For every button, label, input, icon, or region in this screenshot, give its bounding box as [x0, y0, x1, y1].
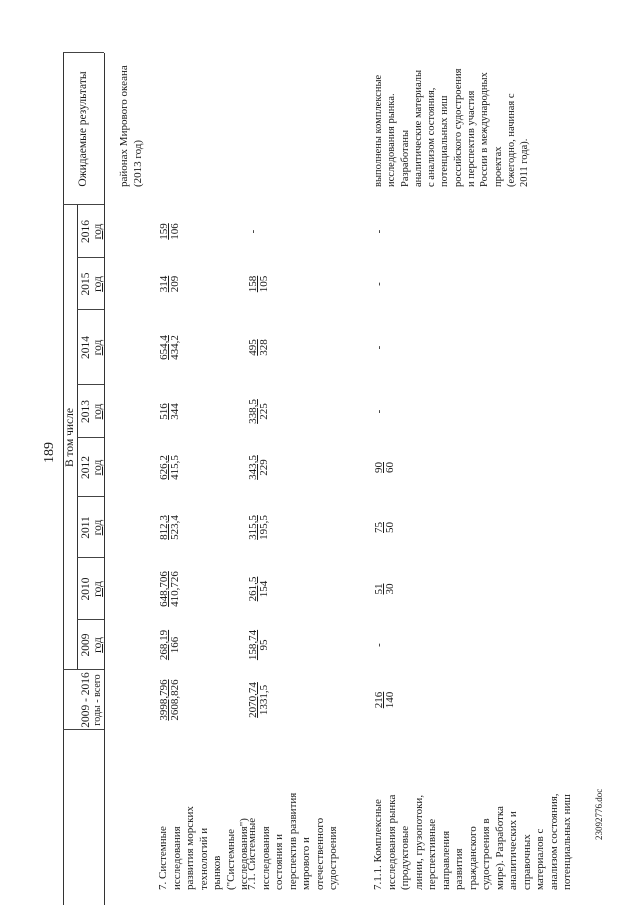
header-year-2011: 2011 год	[80, 497, 104, 558]
row-year-value: -	[373, 385, 385, 438]
footer-filename: 23092776.doc	[594, 788, 604, 840]
row-year-value: 343,5 229	[247, 438, 270, 497]
row-result: выполнены комплексные исследования рынка…	[373, 68, 531, 187]
year-value: -	[373, 643, 385, 647]
header-year: 2015	[80, 272, 92, 296]
header-total-label: годы - всего	[92, 674, 103, 726]
total-federal: 2608,826	[169, 679, 181, 721]
year-federal: 195,5	[258, 515, 270, 540]
row-name: 7.1.1. Комплексные исследования рынка (п…	[372, 793, 573, 890]
row-year-value: 158,74 95	[247, 620, 270, 670]
year-value: -	[373, 409, 385, 414]
header-year-2013: 2013 год	[80, 385, 104, 438]
year-value: -	[373, 345, 385, 350]
year-federal: 415,5	[169, 455, 181, 480]
row-year-value: -	[373, 205, 385, 258]
year-federal: 328	[258, 339, 270, 356]
row-year-value: 314 209	[158, 258, 181, 310]
row-year-value: 268,19 166	[158, 620, 181, 670]
header-year: 2014	[80, 336, 92, 359]
year-federal: 209	[169, 275, 181, 293]
row-name: 7.1. Системные исследования состояния и …	[246, 792, 339, 890]
header-year: 2012	[80, 456, 92, 479]
row-year-value: 516 344	[158, 385, 181, 438]
row-total: 2070,74 1331,5	[247, 670, 270, 730]
row-name: 7. Системные исследования развития морск…	[157, 806, 250, 890]
header-total: 2009 - 2016 годы - всего	[80, 670, 104, 730]
header-year-unit: год	[92, 581, 104, 597]
header-year-unit: год	[92, 339, 104, 356]
row-year-value: 648,706 410,726	[158, 558, 181, 620]
header-bottom-border	[104, 53, 105, 905]
row-year-value: 90 60	[373, 438, 396, 497]
year-federal: 410,726	[169, 571, 181, 607]
header-year-2009: 2009 год	[80, 620, 104, 670]
header-year-unit: год	[92, 519, 104, 536]
header-year-2010: 2010 год	[80, 558, 104, 620]
header-year-2015: 2015 год	[80, 258, 104, 310]
row-year-value: 654,4 434,2	[158, 310, 181, 385]
year-federal: 344	[169, 403, 181, 420]
year-federal: 106	[169, 223, 181, 240]
total-federal: 140	[384, 691, 396, 709]
header-year: 2011	[80, 516, 92, 539]
row-year-value: 159 106	[158, 205, 181, 258]
year-federal: 166	[169, 636, 181, 654]
row-total: 3998,796 2608,826	[158, 670, 181, 730]
row-year-value: 315,5 195,5	[247, 497, 270, 558]
header-year: 2010	[80, 577, 92, 601]
row-year-value: 75 50	[373, 497, 396, 558]
year-federal: 434,2	[169, 335, 181, 360]
year-federal: 105	[258, 275, 270, 293]
header-including: В том числе	[64, 408, 76, 467]
row-year-value: -	[373, 620, 385, 670]
header-year-unit: год	[92, 223, 104, 240]
row-year-value: 158 105	[247, 258, 270, 310]
year-federal: 60	[384, 462, 396, 473]
row-year-value: 495 328	[247, 310, 270, 385]
year-federal: 50	[384, 522, 396, 533]
header-year-unit: год	[92, 459, 104, 476]
year-value: -	[373, 229, 385, 234]
page-number: 189	[42, 442, 57, 463]
header-year: 2009	[80, 633, 92, 657]
year-federal: 154	[258, 580, 270, 598]
header-results: Ожидаемые результаты	[77, 71, 89, 187]
header-year-2014: 2014 год	[80, 310, 104, 385]
year-federal: 523,4	[169, 515, 181, 540]
year-federal: 30	[384, 583, 396, 595]
row-year-value: 261,5 154	[247, 558, 270, 620]
total-federal: 1331,5	[258, 684, 270, 716]
row-year-value: 51 30	[373, 558, 396, 620]
row-year-value: -	[373, 310, 385, 385]
year-federal: 225	[258, 403, 270, 420]
header-year-2016: 2016 год	[80, 205, 104, 258]
header-year-unit: год	[92, 637, 104, 653]
row-year-value: 626,2 415,5	[158, 438, 181, 497]
header-year-2012: 2012 год	[80, 438, 104, 497]
year-value: -	[373, 282, 385, 286]
header-year-unit: год	[92, 276, 104, 292]
row-total: 216 140	[373, 670, 396, 730]
carryover-result: районах Мирового океана (2013 год)	[118, 65, 144, 187]
row-year-value: 338,5 225	[247, 385, 270, 438]
header-year-unit: год	[92, 403, 104, 420]
header-year: 2013	[80, 400, 92, 423]
header-total-years: 2009 - 2016	[80, 672, 92, 728]
header-year: 2016	[80, 220, 92, 243]
row-year-value: -	[373, 258, 385, 310]
row-year-value: 812,3 523,4	[158, 497, 181, 558]
year-value: -	[247, 229, 259, 234]
year-federal: 229	[258, 459, 270, 476]
row-year-value: -	[247, 205, 259, 258]
year-federal: 95	[258, 639, 270, 651]
